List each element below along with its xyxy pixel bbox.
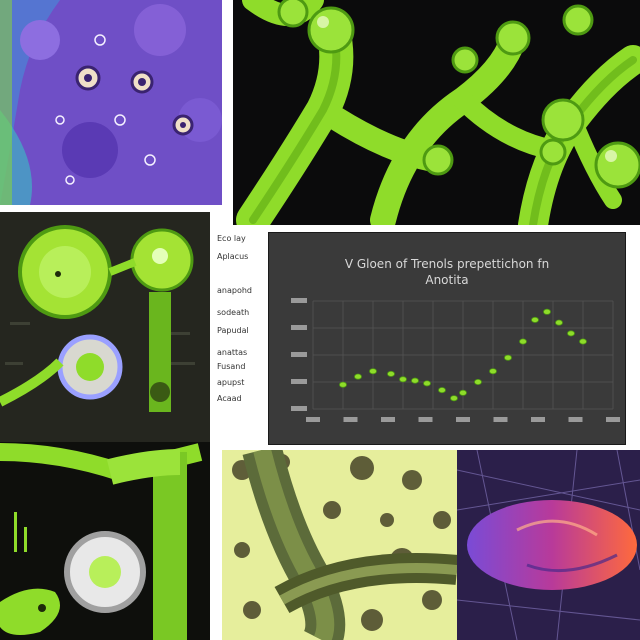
y-tick-mark — [291, 406, 307, 411]
data-point — [423, 380, 431, 387]
data-point — [567, 330, 575, 337]
green-orbs-panel — [0, 212, 210, 640]
chart-title-line-2: Anotita — [425, 273, 469, 287]
x-tick-mark — [568, 417, 583, 422]
x-tick-mark — [493, 417, 508, 422]
data-points — [339, 308, 587, 402]
y-axis-ticks — [291, 298, 307, 411]
data-point — [489, 368, 497, 375]
side-label: Aplacus — [217, 252, 249, 261]
side-label: Fusand — [217, 362, 246, 371]
data-point — [369, 368, 377, 375]
chart-title-line-1: V Gloen of Trenols prepettichon fn — [344, 257, 550, 271]
x-axis-ticks — [306, 417, 620, 422]
organ-scan-panel — [457, 450, 640, 640]
x-tick-mark — [456, 417, 470, 422]
data-point — [411, 377, 419, 384]
data-point — [387, 370, 395, 377]
x-tick-mark — [531, 417, 545, 422]
green-tubes-image — [233, 0, 640, 225]
x-tick-mark — [418, 417, 433, 422]
data-point — [543, 308, 551, 315]
data-point — [459, 389, 467, 396]
side-label: Eco lay — [217, 234, 246, 243]
organ-scan-image — [457, 450, 640, 640]
data-point — [519, 338, 527, 345]
data-point — [354, 373, 362, 380]
green-tubes-panel — [233, 0, 640, 225]
y-tick-mark — [291, 325, 307, 330]
chart-grid — [312, 300, 614, 410]
y-tick-mark — [291, 298, 307, 303]
x-tick-mark — [306, 417, 320, 422]
data-point — [531, 316, 539, 323]
green-orbs-image — [0, 212, 210, 640]
y-tick-mark — [291, 352, 307, 357]
data-point — [399, 376, 407, 383]
scatter-plot — [291, 298, 620, 422]
data-point — [438, 387, 446, 394]
side-label: Acaad — [217, 394, 242, 403]
data-point — [555, 319, 563, 326]
data-point — [504, 354, 512, 361]
cell-micrograph-panel — [0, 0, 222, 205]
data-point — [579, 338, 587, 345]
side-label-column: Eco lay Aplacus anapohd sodeath Papudal … — [215, 228, 267, 418]
side-label: Papudal — [217, 326, 249, 335]
side-label: anattas — [217, 348, 248, 357]
microscopy-image — [222, 450, 457, 640]
side-label: sodeath — [217, 308, 250, 317]
y-tick-mark — [291, 379, 307, 384]
data-point — [339, 381, 347, 388]
x-tick-mark — [381, 417, 395, 422]
side-label: apupst — [217, 378, 245, 387]
data-point — [450, 395, 458, 402]
side-label: anapohd — [217, 286, 252, 295]
microscopy-panel — [222, 450, 457, 640]
cell-micrograph-image — [0, 0, 222, 205]
chart-panel: V Gloen of Trenols prepettichon fn Anoti… — [268, 232, 626, 445]
data-point — [474, 378, 482, 385]
x-tick-mark — [606, 417, 620, 422]
x-tick-mark — [343, 417, 358, 422]
